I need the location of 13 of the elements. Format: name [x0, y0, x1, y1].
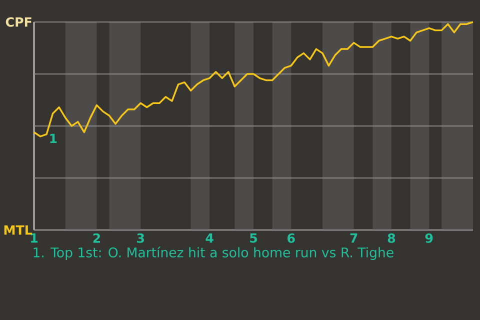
- x-tick-label: 4: [206, 233, 214, 243]
- x-tick-label: 9: [425, 233, 433, 243]
- x-tick-label: 2: [93, 233, 100, 243]
- annotation: 1: [50, 134, 57, 144]
- x-tick-label: 5: [250, 233, 257, 243]
- x-tick-label: 6: [288, 233, 295, 243]
- x-tick-label: 7: [350, 233, 358, 243]
- text: MTL: [4, 225, 32, 235]
- x-tick-label: 1: [31, 233, 38, 243]
- text: CPF: [6, 17, 32, 27]
- x-tick-label: 8: [388, 233, 396, 243]
- text: 1. Top 1st: O. Martínez hit a solo home run vs R. Tighe: [34, 246, 394, 260]
- x-tick-label: 3: [137, 233, 144, 243]
